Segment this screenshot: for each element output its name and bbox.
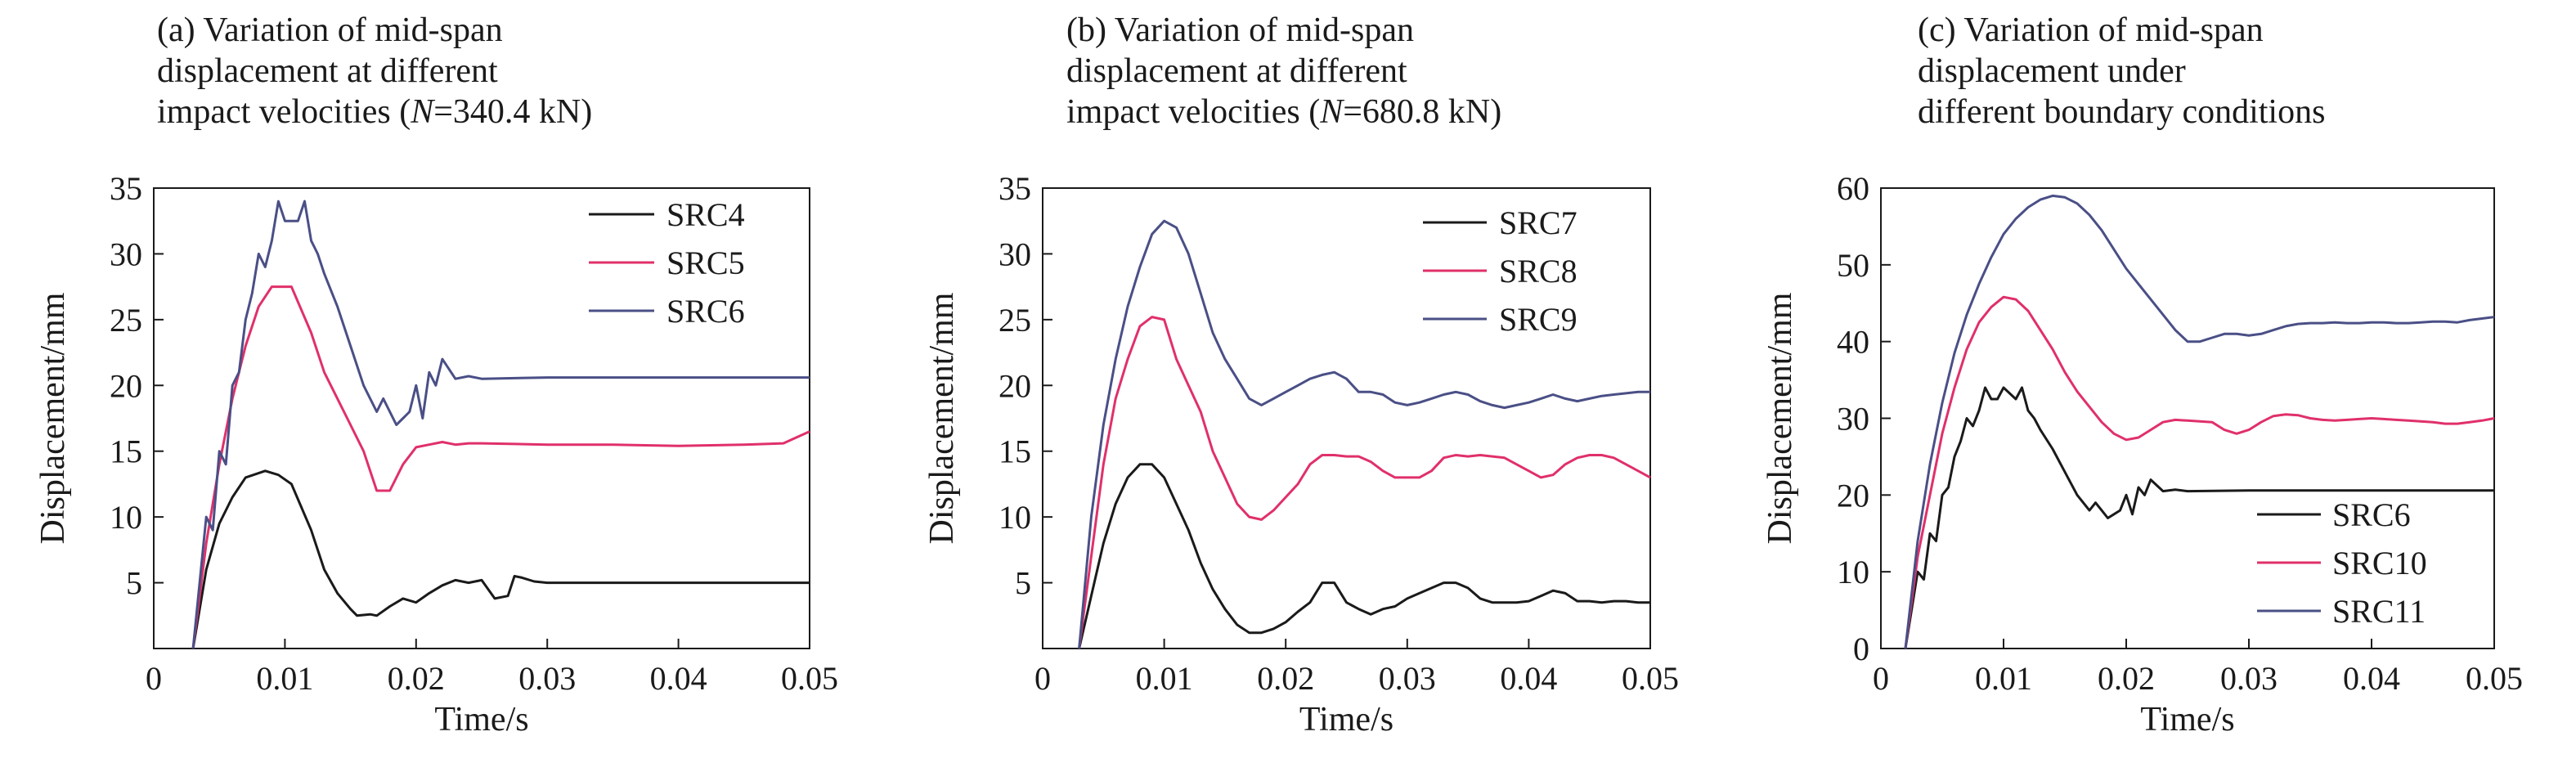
series-line-src6	[191, 200, 810, 649]
y-tick-label: 20	[999, 367, 1031, 404]
y-tick-label: 10	[1837, 554, 1869, 590]
x-tick-label: 0.02	[2098, 660, 2155, 697]
y-tick-label: 5	[126, 565, 142, 602]
x-tick-label: 0.03	[1379, 660, 1436, 697]
x-tick-label: 0.04	[650, 660, 707, 697]
y-tick-label: 10	[110, 499, 142, 536]
series-line-src4	[191, 469, 810, 649]
x-tick-label: 0.02	[1257, 660, 1314, 697]
x-tick-label: 0.04	[1500, 660, 1557, 697]
x-tick-label: 0.03	[2220, 660, 2278, 697]
series-line-src11	[1904, 194, 2495, 649]
series-line-src9	[1078, 219, 1650, 649]
series-line-src10	[1904, 295, 2495, 649]
x-tick-label: 0.05	[781, 660, 838, 697]
chart-title-line: impact velocities (N=340.4 kN)	[157, 93, 592, 131]
y-tick-label: 20	[110, 367, 142, 404]
chart-title-line: displacement at different	[157, 52, 498, 90]
legend-label: SRC4	[666, 196, 745, 233]
legend-label: SRC10	[2332, 545, 2427, 581]
legend-label: SRC9	[1499, 301, 1577, 338]
x-tick-label: 0.01	[256, 660, 313, 697]
x-tick-label: 0.01	[1136, 660, 1193, 697]
y-tick-label: 25	[110, 302, 142, 339]
series-line-src5	[191, 285, 810, 649]
series-line-src6	[1904, 386, 2494, 649]
chart-title-line: (b) Variation of mid-span	[1066, 11, 1414, 49]
y-tick-label: 5	[1015, 565, 1031, 602]
x-tick-label: 0.01	[1975, 660, 2032, 697]
x-axis-label: Time/s	[2140, 701, 2234, 738]
x-tick-label: 0.02	[388, 660, 445, 697]
legend-label: SRC11	[2332, 593, 2426, 630]
y-tick-label: 40	[1837, 324, 1869, 361]
legend-label: SRC5	[666, 245, 745, 281]
plot-frame	[1042, 187, 1651, 649]
y-axis-label: Displacement/mm	[923, 292, 961, 544]
x-tick-label: 0	[1034, 660, 1051, 697]
y-tick-label: 30	[110, 236, 142, 272]
y-tick-label: 30	[999, 236, 1031, 272]
chart-title-line: (c) Variation of mid-span	[1918, 11, 2264, 49]
y-tick-label: 35	[110, 170, 142, 207]
y-tick-label: 35	[999, 170, 1031, 207]
y-tick-label: 60	[1837, 170, 1869, 207]
legend-label: SRC6	[666, 293, 745, 330]
plot-frame	[153, 187, 810, 649]
x-tick-label: 0.05	[1622, 660, 1679, 697]
y-axis-label: Displacement/mm	[34, 292, 72, 544]
series-line-src7	[1078, 463, 1650, 649]
x-tick-label: 0	[146, 660, 162, 697]
chart-title-line: different boundary conditions	[1918, 93, 2325, 131]
y-tick-label: 10	[999, 499, 1031, 536]
legend-label: SRC6	[2332, 496, 2411, 533]
y-tick-label: 15	[110, 433, 142, 470]
y-tick-label: 30	[1837, 401, 1869, 438]
x-axis-label: Time/s	[434, 701, 528, 738]
y-tick-label: 0	[1853, 631, 1869, 667]
x-tick-label: 0	[1873, 660, 1889, 697]
y-tick-label: 20	[1837, 477, 1869, 514]
x-tick-label: 0.04	[2343, 660, 2400, 697]
legend-label: SRC7	[1499, 204, 1577, 241]
x-tick-label: 0.03	[518, 660, 576, 697]
chart-title-line: impact velocities (N=680.8 kN)	[1066, 93, 1501, 131]
x-tick-label: 0.05	[2466, 660, 2523, 697]
series-line-src8	[1078, 316, 1651, 649]
chart-title-line: displacement under	[1918, 52, 2186, 90]
y-tick-label: 50	[1837, 247, 1869, 284]
chart-title-line: (a) Variation of mid-span	[157, 11, 503, 49]
chart-title-line: displacement at different	[1066, 52, 1407, 90]
x-axis-label: Time/s	[1299, 701, 1393, 738]
y-tick-label: 25	[999, 302, 1031, 339]
legend-label: SRC8	[1499, 253, 1577, 289]
y-tick-label: 15	[999, 433, 1031, 470]
y-axis-label: Displacement/mm	[1761, 292, 1799, 544]
